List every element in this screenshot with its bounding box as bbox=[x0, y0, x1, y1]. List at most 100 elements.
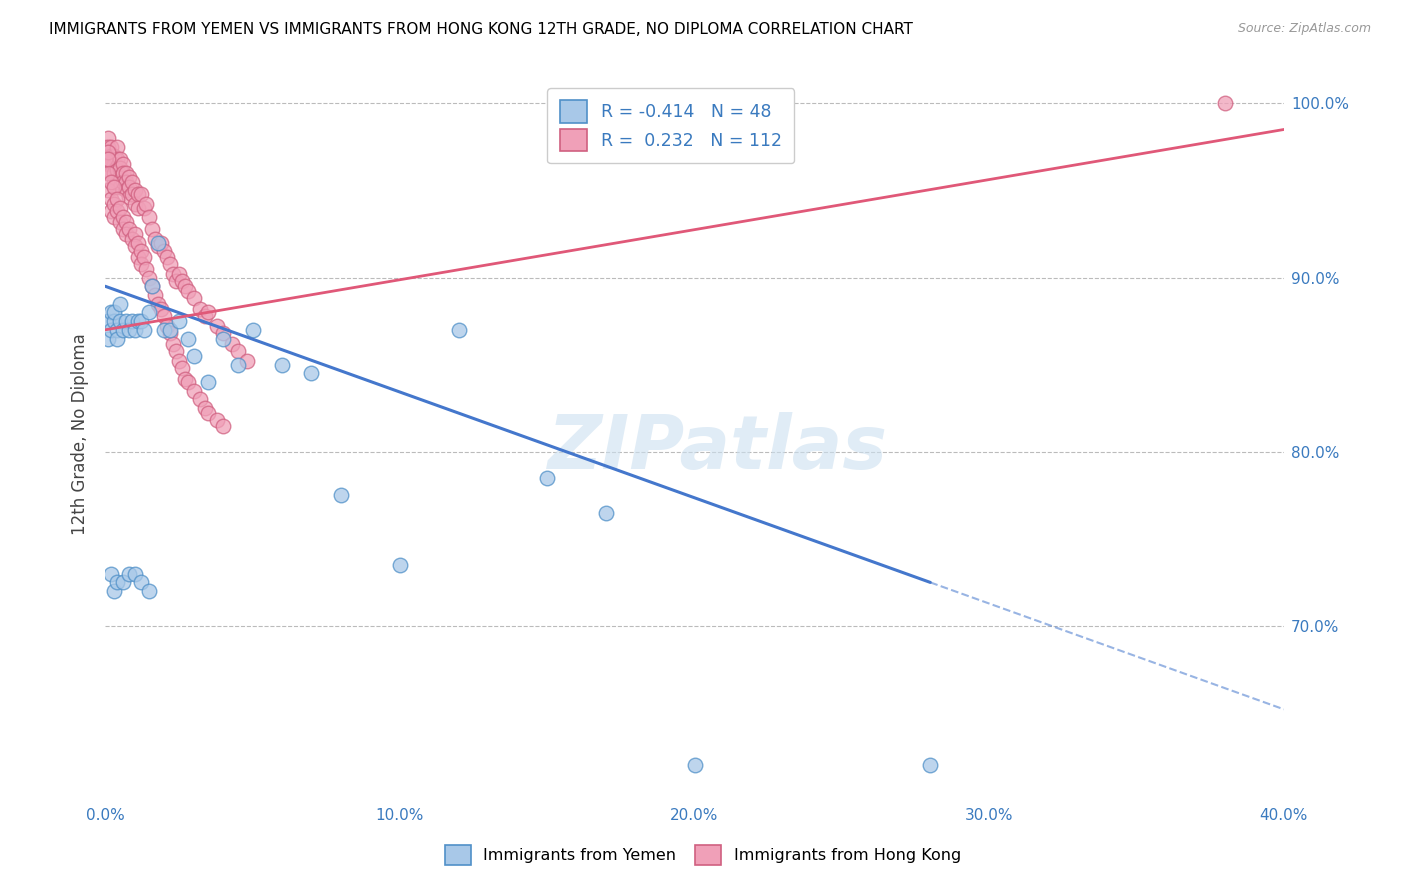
Point bbox=[188, 392, 211, 407]
Point bbox=[194, 401, 217, 416]
Point bbox=[141, 279, 163, 293]
Point bbox=[159, 323, 181, 337]
Point bbox=[115, 184, 138, 198]
Point bbox=[100, 305, 122, 319]
Point bbox=[177, 285, 200, 299]
Point bbox=[162, 267, 184, 281]
Point bbox=[226, 358, 249, 372]
Point bbox=[111, 323, 134, 337]
Point bbox=[135, 197, 157, 211]
Point bbox=[159, 326, 181, 341]
Point bbox=[94, 140, 117, 154]
Point bbox=[103, 305, 125, 319]
Point bbox=[129, 257, 152, 271]
Point bbox=[105, 323, 128, 337]
Point bbox=[212, 418, 235, 433]
Point bbox=[105, 332, 128, 346]
Point bbox=[197, 375, 219, 389]
Point bbox=[105, 192, 128, 206]
Point bbox=[212, 326, 235, 341]
Point bbox=[115, 314, 138, 328]
Point bbox=[111, 221, 134, 235]
Point bbox=[118, 190, 141, 204]
Point bbox=[127, 186, 149, 201]
Point bbox=[105, 140, 128, 154]
Point bbox=[167, 267, 190, 281]
Point bbox=[242, 323, 264, 337]
Point bbox=[141, 221, 163, 235]
Point bbox=[156, 250, 179, 264]
Point bbox=[1213, 96, 1236, 111]
Point bbox=[103, 197, 125, 211]
Point bbox=[173, 279, 195, 293]
Point bbox=[97, 145, 120, 160]
Point bbox=[150, 301, 173, 316]
Point bbox=[105, 575, 128, 590]
Point bbox=[177, 332, 200, 346]
Point bbox=[103, 148, 125, 162]
Point bbox=[148, 296, 170, 310]
Point bbox=[920, 758, 942, 772]
Point bbox=[141, 279, 163, 293]
Point bbox=[127, 250, 149, 264]
Legend: Immigrants from Yemen, Immigrants from Hong Kong: Immigrants from Yemen, Immigrants from H… bbox=[437, 837, 969, 873]
Point bbox=[103, 210, 125, 224]
Point bbox=[148, 239, 170, 253]
Point bbox=[132, 201, 155, 215]
Point bbox=[221, 336, 243, 351]
Point bbox=[156, 319, 179, 334]
Text: Source: ZipAtlas.com: Source: ZipAtlas.com bbox=[1237, 22, 1371, 36]
Text: ZIPatlas: ZIPatlas bbox=[548, 412, 889, 485]
Point bbox=[121, 175, 143, 189]
Point bbox=[115, 215, 138, 229]
Point bbox=[118, 180, 141, 194]
Point bbox=[235, 354, 257, 368]
Point bbox=[103, 584, 125, 599]
Point bbox=[108, 180, 131, 194]
Point bbox=[97, 332, 120, 346]
Point bbox=[100, 166, 122, 180]
Point bbox=[205, 413, 228, 427]
Point bbox=[212, 332, 235, 346]
Point bbox=[115, 175, 138, 189]
Point bbox=[127, 235, 149, 250]
Point bbox=[97, 152, 120, 166]
Point bbox=[108, 215, 131, 229]
Point bbox=[132, 323, 155, 337]
Point bbox=[94, 152, 117, 166]
Point bbox=[97, 148, 120, 162]
Point bbox=[97, 157, 120, 171]
Point bbox=[188, 301, 211, 316]
Point bbox=[129, 314, 152, 328]
Point bbox=[159, 257, 181, 271]
Point bbox=[271, 358, 294, 372]
Point bbox=[162, 336, 184, 351]
Point bbox=[108, 161, 131, 175]
Point bbox=[138, 305, 160, 319]
Point bbox=[103, 175, 125, 189]
Point bbox=[150, 235, 173, 250]
Point bbox=[97, 140, 120, 154]
Point bbox=[683, 758, 706, 772]
Point bbox=[127, 314, 149, 328]
Point bbox=[801, 819, 824, 833]
Point bbox=[447, 323, 470, 337]
Point bbox=[103, 157, 125, 171]
Point bbox=[170, 361, 193, 376]
Point bbox=[100, 566, 122, 581]
Point bbox=[124, 566, 146, 581]
Legend: R = -0.414   N = 48, R =  0.232   N = 112: R = -0.414 N = 48, R = 0.232 N = 112 bbox=[547, 88, 794, 163]
Point bbox=[173, 371, 195, 385]
Point bbox=[111, 157, 134, 171]
Point bbox=[100, 323, 122, 337]
Point bbox=[100, 140, 122, 154]
Point bbox=[138, 270, 160, 285]
Point bbox=[183, 349, 205, 363]
Point bbox=[115, 227, 138, 241]
Point bbox=[388, 558, 411, 572]
Point bbox=[177, 375, 200, 389]
Point bbox=[197, 406, 219, 420]
Point bbox=[129, 186, 152, 201]
Point bbox=[100, 204, 122, 219]
Point bbox=[135, 261, 157, 276]
